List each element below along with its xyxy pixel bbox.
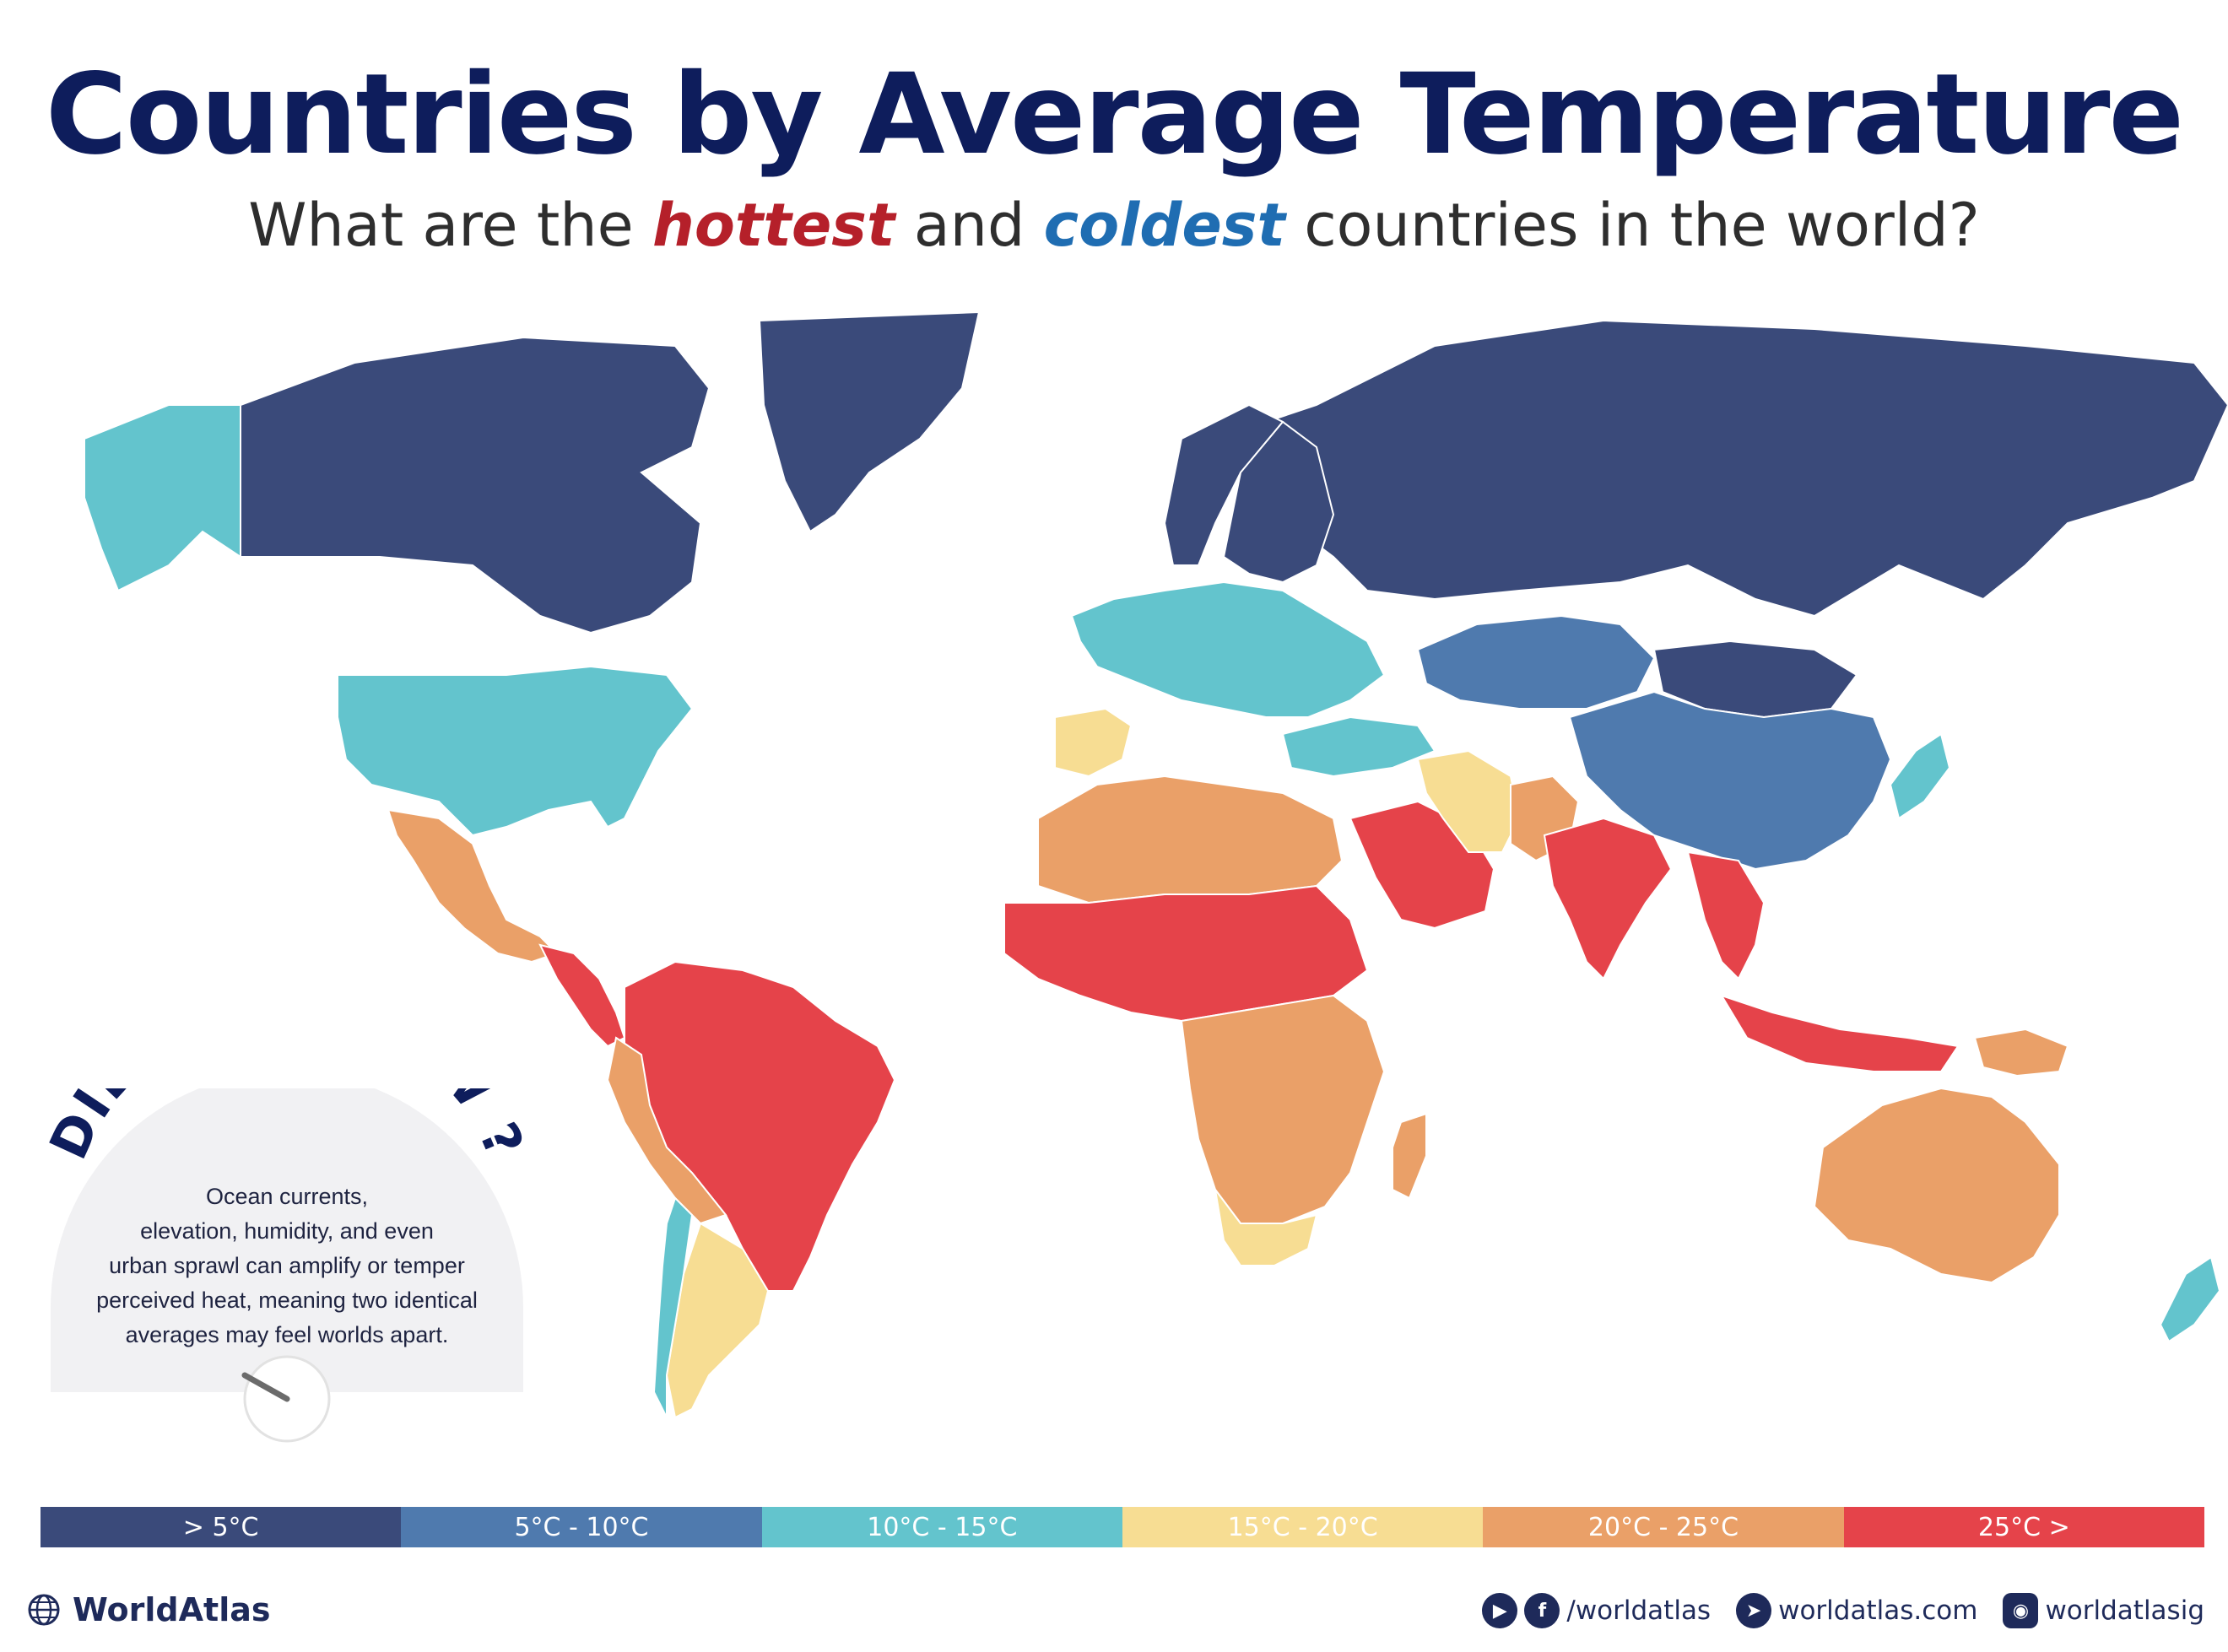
map-title: Countries by Average Temperature <box>45 50 2184 180</box>
did-you-know-body: Ocean currents, elevation, humidity, and… <box>51 1180 523 1352</box>
legend-swatch-6: 25°C > <box>1843 1507 2204 1547</box>
did-you-know-line: elevation, humidity, and even <box>140 1218 434 1244</box>
temperature-legend: > 5°C 5°C - 10°C 10°C - 15°C 15°C - 20°C… <box>41 1507 2204 1547</box>
footer-links: ▶ f /worldatlas ➤ worldatlas.com ◉ world… <box>1482 1593 2204 1628</box>
region-india <box>1543 817 1673 980</box>
region-southeast-asia <box>1686 850 1766 980</box>
legend-label: 15°C - 20°C <box>1227 1512 1378 1542</box>
legend-swatch-2: 5°C - 10°C <box>401 1507 762 1547</box>
facebook-icon[interactable]: f <box>1524 1593 1560 1628</box>
youtube-icon[interactable]: ▶ <box>1482 1593 1518 1628</box>
region-indonesia <box>1719 994 1960 1072</box>
region-central-southern-africa <box>1180 994 1386 1224</box>
region-central-america <box>538 943 626 1048</box>
region-united-states <box>337 665 694 837</box>
legend-swatch-5: 20°C - 25°C <box>1483 1507 1844 1547</box>
subtitle-prefix: What are the <box>248 191 652 260</box>
region-turkey-caucasus <box>1281 715 1436 778</box>
legend-label: 25°C > <box>1977 1512 2070 1542</box>
cursor-icon[interactable]: ➤ <box>1736 1593 1772 1628</box>
legend-label: 5°C - 10°C <box>514 1512 649 1542</box>
region-iberia <box>1054 707 1133 778</box>
region-canada <box>240 336 711 634</box>
instagram-link[interactable]: worldatlasig <box>2045 1595 2204 1626</box>
legend-swatch-4: 15°C - 20°C <box>1122 1507 1484 1547</box>
region-sweden-finland <box>1222 420 1335 584</box>
region-iran <box>1416 749 1521 853</box>
region-europe <box>1070 580 1386 718</box>
region-norway <box>1163 403 1284 566</box>
brand-block[interactable]: WorldAtlas <box>27 1591 271 1628</box>
legend-label: > 5°C <box>182 1512 259 1542</box>
region-madagascar <box>1392 1112 1427 1200</box>
region-china <box>1568 690 1892 871</box>
did-you-know-line: averages may feel worlds apart. <box>125 1322 449 1348</box>
region-mexico <box>387 808 559 964</box>
subtitle-cold: coldest <box>1043 191 1285 260</box>
region-papua-new-guinea <box>1973 1028 2069 1077</box>
social-handle-link[interactable]: /worldatlas <box>1566 1595 1712 1626</box>
region-greenland <box>758 312 981 533</box>
region-north-africa <box>1037 775 1344 904</box>
legend-label: 20°C - 25°C <box>1587 1512 1739 1542</box>
gauge-needle <box>241 1372 290 1402</box>
website-link[interactable]: worldatlas.com <box>1778 1595 1978 1626</box>
did-you-know-line: Ocean currents, <box>205 1184 369 1209</box>
region-south-africa <box>1214 1189 1318 1266</box>
region-australia <box>1813 1087 2060 1284</box>
did-you-know-line: perceived heat, meaning two identical <box>96 1288 478 1314</box>
did-you-know-backdrop <box>51 1088 523 1392</box>
subtitle-hot: hottest <box>652 191 895 260</box>
legend-swatch-1: > 5°C <box>41 1507 402 1547</box>
region-russia <box>1239 319 2228 618</box>
region-alaska <box>84 404 241 592</box>
region-chile <box>652 1196 694 1418</box>
globe-icon <box>28 1594 60 1626</box>
region-peru-bolivia <box>606 1036 727 1225</box>
world-map <box>84 312 2228 1419</box>
subtitle-middle: and <box>895 191 1044 260</box>
did-you-know-panel: DID YOU KNOW ? <box>37 1088 534 1443</box>
legend-label: 10°C - 15°C <box>867 1512 1018 1542</box>
brand-name: WorldAtlas <box>73 1591 271 1628</box>
map-subtitle: What are the hottest and coldest countri… <box>0 196 2228 255</box>
legend-swatch-3: 10°C - 15°C <box>761 1507 1122 1547</box>
region-japan-korea <box>1889 732 1951 820</box>
subtitle-suffix: countries in the world? <box>1284 191 1980 260</box>
region-kazakhstan <box>1416 614 1656 710</box>
did-you-know-line: urban sprawl can amplify or temper <box>109 1253 465 1279</box>
region-new-zealand <box>2159 1255 2221 1343</box>
instagram-icon[interactable]: ◉ <box>2003 1593 2039 1628</box>
